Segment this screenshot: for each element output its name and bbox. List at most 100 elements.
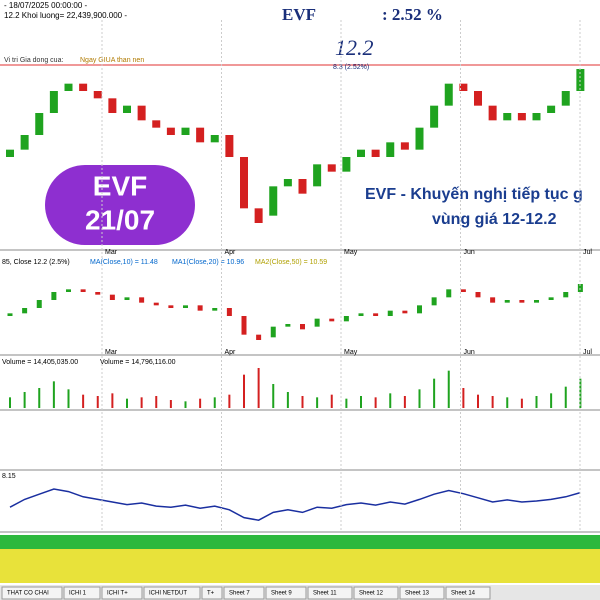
- candle: [124, 297, 130, 300]
- volume-bar: [403, 396, 406, 408]
- candle: [64, 83, 73, 91]
- volume-bar: [243, 374, 245, 408]
- volume-bar: [111, 393, 114, 408]
- candle: [400, 142, 409, 150]
- tab[interactable]: [445, 586, 491, 600]
- tab-label[interactable]: Sheet 13: [405, 591, 430, 597]
- candle: [80, 289, 86, 292]
- tab-label[interactable]: Sheet 14: [451, 591, 476, 597]
- tab[interactable]: [101, 586, 143, 600]
- candle: [430, 105, 439, 128]
- candle: [446, 289, 452, 298]
- tab[interactable]: [63, 586, 101, 600]
- candle: [108, 98, 117, 113]
- candle: [547, 105, 556, 113]
- month-label: Mar: [105, 349, 118, 356]
- candle: [79, 83, 88, 91]
- volume-bar: [330, 394, 333, 408]
- volume-bar: [213, 397, 216, 408]
- volume-bar: [228, 394, 231, 408]
- volume-bar: [272, 384, 275, 408]
- position-value: Ngay GIUA than nen: [80, 57, 144, 64]
- indicator-band-top: [0, 535, 600, 549]
- volume-bar: [82, 394, 85, 408]
- candle: [548, 297, 554, 300]
- legend: MA(Close,10) = 11.48: [90, 259, 158, 266]
- candle: [212, 308, 218, 311]
- candle: [181, 127, 190, 135]
- volume-bar: [345, 398, 348, 408]
- candle: [36, 300, 42, 308]
- volume-bar: [9, 397, 11, 408]
- volume-bar: [96, 396, 99, 408]
- volume-bar: [506, 397, 509, 408]
- legend: MA1(Close,20) = 10.96: [172, 259, 244, 266]
- volume-bar: [550, 393, 553, 408]
- legend: Volume = 14,796,116.00: [100, 359, 176, 366]
- candle: [22, 308, 28, 314]
- candle: [166, 127, 175, 135]
- candle: [503, 113, 512, 121]
- candle: [371, 149, 380, 157]
- volume-bar: [38, 388, 41, 408]
- volume-bar: [286, 392, 289, 408]
- candle: [283, 179, 292, 187]
- candle: [196, 127, 205, 143]
- candle: [210, 135, 219, 143]
- badge-ticker: EVF: [93, 170, 147, 201]
- candle: [431, 297, 437, 306]
- tab-label[interactable]: ICHI 1: [69, 591, 87, 597]
- price-change: 8.3 (2.52%): [333, 64, 369, 71]
- candle: [300, 324, 305, 330]
- tab-label[interactable]: Sheet 9: [271, 591, 292, 597]
- volume-bar: [52, 381, 55, 408]
- candle: [35, 113, 44, 135]
- month-label: May: [344, 249, 358, 256]
- tab-label[interactable]: Sheet 7: [229, 591, 250, 597]
- candle: [241, 316, 247, 335]
- volume-bar: [462, 388, 465, 408]
- tab[interactable]: [399, 586, 445, 600]
- tab-label[interactable]: ICHI NETDUT: [149, 591, 187, 597]
- volume-line: 12.2 Khoi luong= 22,439,900.000 -: [4, 11, 127, 20]
- volume-bar: [491, 396, 494, 408]
- tab[interactable]: [143, 586, 201, 600]
- candle: [402, 310, 408, 314]
- tab-label[interactable]: Sheet 11: [313, 591, 337, 597]
- candle: [488, 105, 497, 121]
- tab[interactable]: [201, 586, 223, 600]
- tab[interactable]: [223, 586, 265, 600]
- tab-label[interactable]: Sheet 12: [359, 591, 384, 597]
- month-label: Apr: [225, 249, 237, 256]
- candle: [504, 300, 510, 303]
- candle: [197, 305, 203, 311]
- candle: [474, 91, 482, 106]
- volume-bar: [199, 398, 202, 408]
- tab-label[interactable]: T+: [207, 591, 215, 597]
- tab[interactable]: [1, 586, 63, 600]
- candle: [49, 91, 58, 113]
- candle: [563, 292, 569, 298]
- candle: [93, 91, 102, 99]
- candle: [534, 300, 539, 303]
- candle: [517, 113, 526, 121]
- badge-date: 21/07: [85, 204, 155, 235]
- volume-bar: [155, 396, 158, 408]
- volume-bar: [140, 397, 143, 408]
- tab[interactable]: [265, 586, 307, 600]
- candle: [168, 305, 174, 308]
- candle: [386, 142, 395, 157]
- volume-bar: [564, 386, 567, 408]
- candle: [490, 297, 496, 303]
- tab[interactable]: [307, 586, 353, 600]
- candle: [123, 105, 131, 113]
- badge: [45, 165, 195, 245]
- legend: Volume = 14,405,035.00: [2, 359, 78, 366]
- tab-label[interactable]: ICHI T+: [107, 591, 128, 597]
- tab-label[interactable]: THAT CO CHAI: [7, 591, 49, 597]
- change: : 2.52 %: [382, 5, 443, 24]
- tab[interactable]: [353, 586, 399, 600]
- volume-bar: [477, 394, 479, 408]
